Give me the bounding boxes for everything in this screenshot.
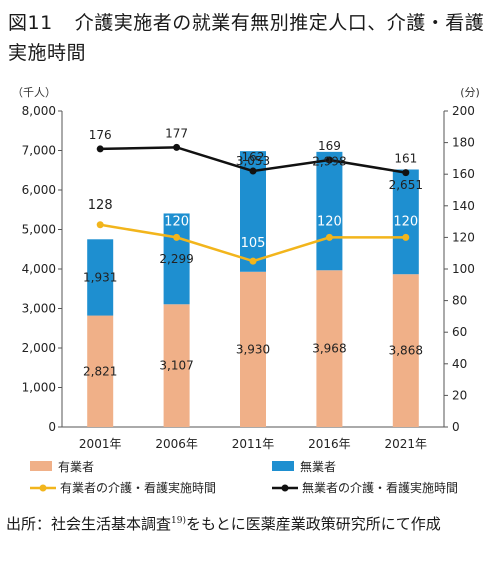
figure-label: 図11	[8, 12, 53, 34]
employed-time-label: 105	[241, 236, 266, 251]
x-tick-label: 2011年	[232, 437, 275, 451]
bar-unemployed	[163, 213, 190, 305]
unemployed-time-label: 162	[242, 150, 265, 164]
x-tick-label: 2006年	[155, 437, 198, 451]
bar-label-employed: 3,930	[236, 342, 270, 356]
unemployed-time-point	[173, 143, 181, 151]
bar-label-employed: 3,868	[389, 344, 423, 358]
right-tick-label: 60	[452, 325, 467, 339]
employed-time-label: 128	[88, 198, 113, 213]
bar-label-unemployed: 2,299	[159, 252, 193, 266]
unemployed-time-label: 177	[165, 126, 188, 140]
right-tick-label: 180	[452, 136, 475, 150]
bar-unemployed	[316, 151, 343, 271]
legend-swatch-unemployed	[272, 461, 294, 471]
right-tick-label: 20	[452, 388, 467, 402]
unemployed-time-point	[249, 167, 257, 175]
legend-label-employed: 有業者	[58, 460, 94, 474]
bar-label-unemployed: 2,651	[389, 178, 423, 192]
title-text: 介護実施者の就業有無別推定人口、介護・看護実施時間	[8, 12, 485, 64]
chart-svg: （千人） (分) 0 1,000 2,000 3,000 4,000 5,000 6,000…	[12, 86, 480, 495]
left-tick-label: 6,000	[22, 183, 56, 197]
employed-time-label: 120	[317, 214, 342, 229]
right-tick-label: 160	[452, 167, 475, 181]
left-axis-unit: （千人）	[12, 86, 56, 99]
bar-unemployed	[87, 239, 114, 316]
legend-swatch-employed	[30, 461, 52, 471]
x-tick-label: 2016年	[308, 437, 351, 451]
employed-time-point	[325, 233, 333, 241]
employed-time-point	[249, 257, 257, 265]
right-tick-label: 40	[452, 357, 467, 371]
unemployed-time-point	[325, 156, 333, 164]
bar-employed	[163, 304, 190, 427]
bar-employed	[240, 271, 266, 427]
right-tick-label: 200	[452, 104, 475, 118]
left-tick-label: 4,000	[22, 262, 56, 276]
unemployed-time-point	[96, 145, 104, 153]
source-text-after: をもとに医薬産業政策研究所にて作成	[186, 515, 441, 533]
bar-label-unemployed: 3,053	[236, 154, 270, 168]
source-note: 出所：社会生活基本調査19)をもとに医薬産業政策研究所にて作成	[6, 508, 496, 537]
bar-label-employed: 3,968	[312, 342, 346, 356]
bars-group	[87, 151, 419, 427]
source-ref: 19)	[171, 516, 186, 526]
employed-time-point	[173, 233, 181, 241]
bar-unemployed	[392, 169, 419, 275]
legend-label-employed-time: 有業者の介護・看護実施時間	[60, 480, 216, 495]
unemployed-time-label: 176	[89, 128, 112, 142]
bar-label-unemployed: 2,998	[312, 154, 346, 168]
bar-employed	[392, 274, 419, 427]
left-tick-label: 2,000	[22, 341, 56, 355]
bar-label-employed: 3,107	[159, 359, 193, 373]
bar-employed	[87, 315, 114, 427]
lines-group	[96, 143, 410, 265]
right-tick-label: 0	[452, 420, 460, 434]
right-tick-label: 100	[452, 262, 475, 276]
right-axis-unit: (分)	[460, 86, 480, 99]
left-tick-label: 8,000	[22, 104, 56, 118]
left-tick-label: 7,000	[22, 144, 56, 158]
legend-marker-employed-time	[39, 484, 47, 492]
x-tick-label: 2001年	[79, 437, 122, 451]
left-tick-label: 0	[48, 420, 56, 434]
legend-label-unemployed-time: 無業者の介護・看護実施時間	[302, 480, 458, 495]
left-tick-label: 5,000	[22, 223, 56, 237]
bar-label-unemployed: 1,931	[83, 270, 117, 284]
right-tick-label: 80	[452, 294, 467, 308]
unemployed-time-label: 169	[318, 139, 341, 153]
data-labels-group: 2,821 3,107 3,930 3,968 3,868 1,931 2,299 3,053…	[83, 126, 423, 378]
bar-employed	[316, 270, 343, 427]
right-tick-label: 140	[452, 199, 475, 213]
source-label: 出所：	[6, 515, 52, 533]
left-tick-label: 3,000	[22, 302, 56, 316]
left-tick-label: 1,000	[22, 381, 56, 395]
legend-marker-unemployed-time	[281, 484, 289, 492]
axes-group: 0 1,000 2,000 3,000 4,000 5,000 6,000 7,000 8,00…	[22, 104, 475, 451]
chart-title: 図11 介護実施者の就業有無別推定人口、介護・看護実施時間	[8, 8, 496, 68]
employed-time-label: 120	[164, 214, 189, 229]
right-tick-label: 120	[452, 230, 475, 244]
employed-time-point	[402, 233, 410, 241]
unemployed-time-label: 161	[394, 152, 417, 166]
unemployed-time-point	[402, 169, 410, 177]
employed-time-label: 120	[393, 214, 418, 229]
legend-label-unemployed: 無業者	[300, 459, 336, 474]
bar-label-employed: 2,821	[83, 364, 117, 378]
source-text-before: 社会生活基本調査	[51, 515, 172, 533]
employed-time-point	[96, 221, 104, 229]
x-tick-label: 2021年	[385, 437, 428, 451]
